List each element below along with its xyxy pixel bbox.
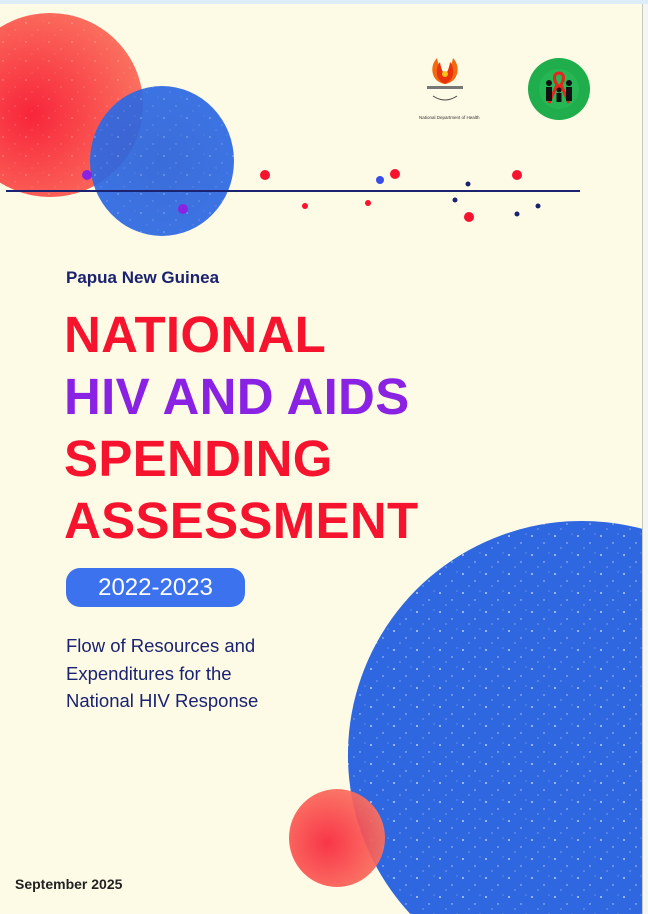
top-strip [0,0,648,4]
subtitle-line-2: Expenditures for the [66,662,232,684]
scatter-dots [82,169,541,222]
subtitle-line-3: National HIV Response [66,690,259,711]
cover-page: National Department of Health Papua New … [0,4,643,914]
subtitle-line-1: Flow of Resources and [66,635,256,656]
small-red-circle [289,789,385,887]
title-line-1: NATIONAL [64,306,327,363]
period-badge: 2022-2023 [66,568,245,607]
publication-date: September 2025 [15,876,123,892]
large-blue-circle [347,520,642,914]
title-line-3: SPENDING [64,430,333,487]
decorative-graphics [0,13,642,914]
country-label: Papua New Guinea [66,268,220,287]
ndoh-caption: National Department of Health [419,115,480,120]
title-line-2: HIV AND AIDS [64,368,410,425]
title-line-4: ASSESSMENT [64,492,419,549]
top-blue-circle [90,86,234,236]
ndoh-bird-of-paradise-emblem [427,58,463,101]
national-aids-council-logo [528,58,590,120]
subtitle: Flow of Resources and Expenditures for t… [66,632,258,715]
